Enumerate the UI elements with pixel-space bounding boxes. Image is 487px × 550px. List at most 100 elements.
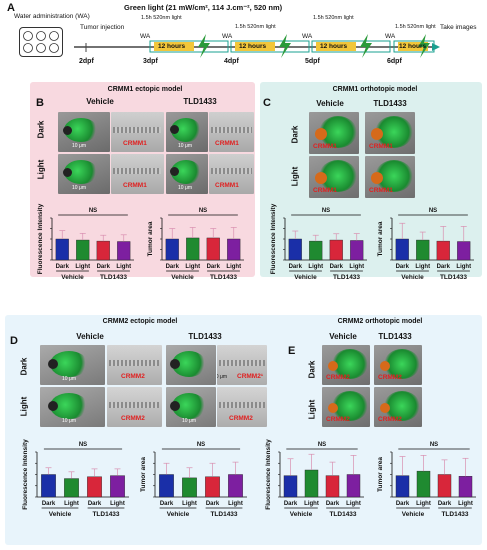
panel-b-label: B [36,97,44,109]
b1-sig-label: NS [89,208,97,214]
e1-bar-0 [283,475,298,498]
day-3dpf: 3dpf [143,58,158,65]
panel-d-img-vl-tail: CRMM2 [107,387,162,427]
d2-bar-3 [228,474,243,498]
tumor-label: CRMM1 [123,182,147,189]
d2-group-label-1: TLD1433 [210,511,237,518]
e1-group-label-1: TLD1433 [329,511,356,518]
panel-d-img-td-tail: 10 μm CRMM2¹ [217,345,267,385]
light-step-2: 1.5h 520nm light [235,24,276,30]
panel-d-img-vd-tail: CRMM2 [107,345,162,385]
c1-ylabel: Fluorescence Intensity [270,203,277,274]
panel-d-col-tld: TLD1433 [188,332,222,341]
c1-sig-label: NS [322,208,330,214]
panel-d-col-vehicle: Vehicle [76,332,104,341]
c2-group-label-1: TLD1433 [440,274,467,281]
e1-xlabel-3: Light [346,501,361,507]
b2-bar-3 [227,238,241,261]
b1-group-label-1: TLD1433 [100,274,127,281]
e2-group-label-1: TLD1433 [441,511,468,518]
panel-c-title: CRMM1 orthotopic model [332,86,418,93]
take-images-text: Take images [440,24,477,31]
panel-e-img-td: CRMM2 [374,345,422,385]
wa-label-3: WA [302,33,313,40]
panel-b-img-vd-fluor: 10 μm [58,112,110,152]
b2-bar-0 [165,238,179,261]
panel-e-title: CRMM2 orthotopic model [337,318,423,325]
scale-bar-label: 10 μm [72,143,86,149]
d1-xlabel-2: Dark [88,501,102,507]
e1-group-label-0: Vehicle [290,511,313,518]
tumor-label: CRMM1 [313,143,337,150]
b1-bar-3 [117,241,131,261]
e1-xlabel-0: Dark [284,501,298,507]
panel-d-img-td-fluor [166,345,216,385]
water-administration-text: Water administration (WA) [14,13,90,20]
e1-xlabel-2: Dark [326,501,340,507]
b2-xlabel-0: Dark [166,264,180,270]
wa-label-1: WA [140,33,151,40]
tumor-label: CRMM1 [313,187,337,194]
c1-xlabel-3: Light [349,264,364,270]
d1-ylabel: Fluorescence Intensity [22,439,29,510]
scale-bar-label: 10 μm [182,418,196,424]
c2-bar-2 [436,240,450,261]
d2-sig-label: NS [197,442,205,448]
tumor-label: CRMM2 [121,415,145,422]
e2-bar-2 [437,474,452,498]
panel-d-label: D [10,335,18,347]
e1-bar-1 [304,469,319,498]
b2-ylabel: Tumor area [147,221,154,256]
panel-e-col-tld: TLD1433 [378,332,412,341]
panel-b-img-td-tail: CRMM1 [209,112,254,152]
panel-c-img-td: CRMM1 [365,112,415,154]
panel-e-label: E [288,345,296,357]
e1-ylabel: Fluorescence Intensity [265,439,272,510]
d2-bar-0 [159,474,174,498]
hours-box-1 [154,42,194,51]
day-4dpf: 4dpf [224,58,239,65]
hours-label-4: 12 hours [399,43,427,50]
c1-xlabel-1: Light [308,264,323,270]
e2-bar-0 [395,475,410,498]
d2-xlabel-3: Light [228,501,243,507]
scale-bar-label: 10 μm [178,185,192,191]
b2-xlabel-1: Light [185,264,200,270]
b2-xlabel-2: Dark [207,264,221,270]
tumor-label: CRMM2 [378,416,402,423]
tumor-label: CRMM2 [326,374,350,381]
c1-xlabel-2: Dark [330,264,344,270]
b2-xlabel-3: Light [226,264,241,270]
b1-xlabel-1: Light [75,264,90,270]
c1-bar-2 [329,239,343,261]
d1-sig-label: NS [79,442,87,448]
c2-group-label-0: Vehicle [401,274,424,281]
tumor-label: CRMM2 [378,374,402,381]
hours-box-4 [398,42,428,51]
b2-bar-1 [186,237,200,261]
light-step-4: 1.5h 520nm light [395,24,436,30]
d2-xlabel-2: Dark [206,501,220,507]
d1-group-label-0: Vehicle [49,511,72,518]
panel-d-img-tl-tail: CRMM2 [217,387,267,427]
d2-bar-2 [205,476,220,498]
panel-b-img-tl-fluor: 10 μm [166,154,208,194]
d1-group-label-1: TLD1433 [92,511,119,518]
d2-xlabel-1: Light [182,501,197,507]
e2-sig-label: NS [430,442,438,448]
e2-group-label-0: Vehicle [402,511,425,518]
panel-c-img-vl: CRMM1 [309,156,359,198]
panel-c-col-tld: TLD1433 [373,99,407,108]
c1-xlabel-0: Dark [289,264,303,270]
scale-bar-label: 10 μm [72,185,86,191]
c1-group-label-0: Vehicle [294,274,317,281]
interval-2 [230,40,310,53]
e2-xlabel-3: Light [458,501,473,507]
tumor-label: CRMM1 [369,143,393,150]
b2-bar-2 [206,237,220,261]
light-step-3: 1.5h 520nm light [313,15,354,21]
scale-bar-label: 10 μm [178,143,192,149]
e2-xlabel-0: Dark [396,501,410,507]
scale-bar-label: 10 μm [62,376,76,382]
